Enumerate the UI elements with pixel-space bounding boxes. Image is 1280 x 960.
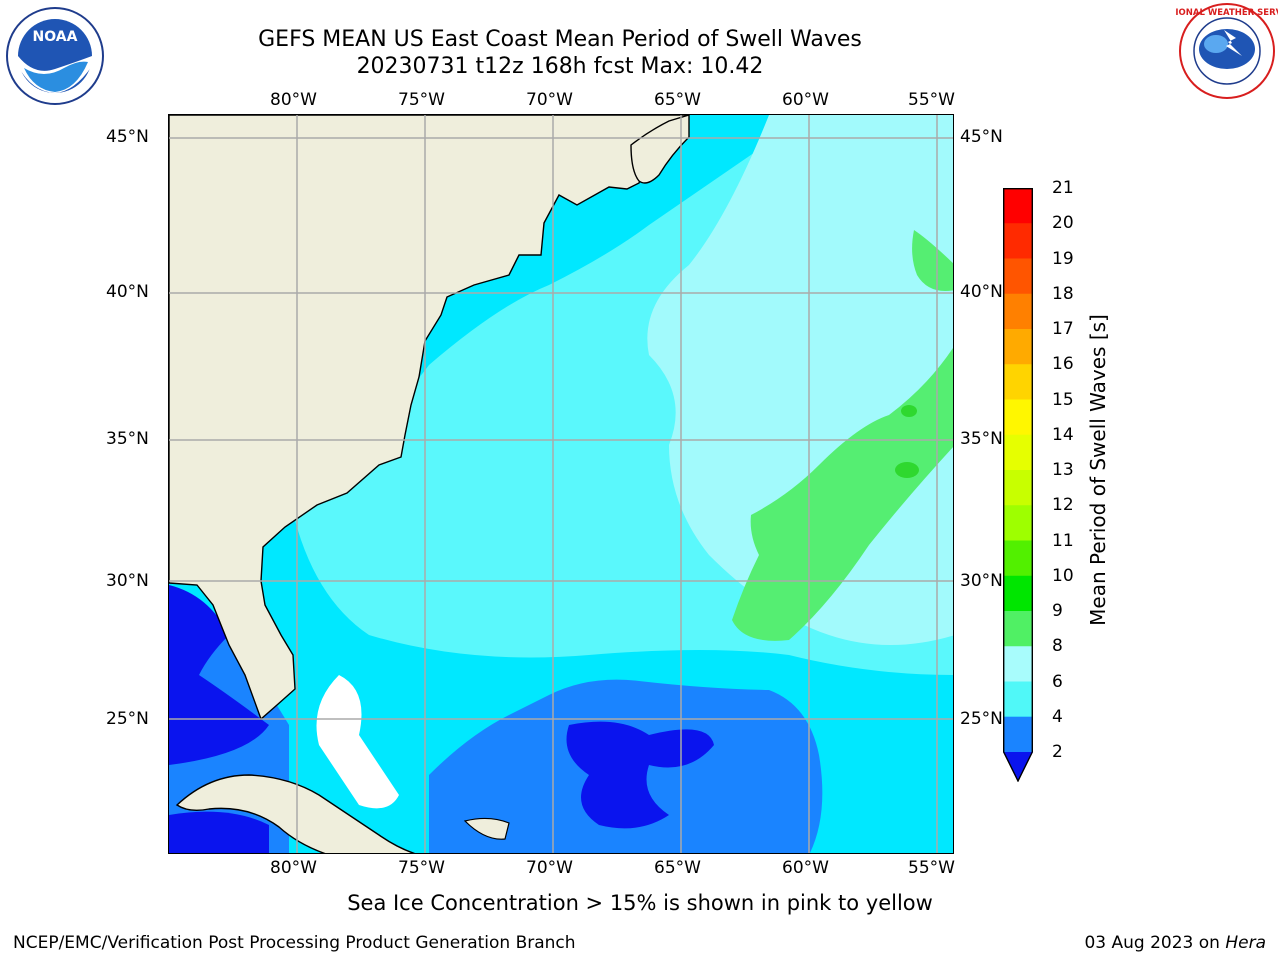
colorbar-band bbox=[1003, 470, 1033, 506]
colorbar-tick-label: 10 bbox=[1052, 565, 1074, 586]
colorbar-band bbox=[1003, 505, 1033, 541]
colorbar-band bbox=[1003, 188, 1033, 224]
sea-ice-note: Sea Ice Concentration > 15% is shown in … bbox=[347, 891, 933, 915]
colorbar-under-triangle bbox=[1003, 752, 1033, 781]
map-panel bbox=[168, 114, 954, 854]
hispaniola-land bbox=[463, 817, 510, 840]
lon-label-top-80w: 80°W bbox=[270, 90, 317, 110]
lon-label-bottom-75w: 75°W bbox=[398, 858, 445, 878]
colorbar-tick-label: 12 bbox=[1052, 495, 1074, 516]
lat-label-left-45n: 45°N bbox=[106, 127, 149, 147]
colorbar-band bbox=[1003, 364, 1033, 400]
colorbar-band bbox=[1003, 575, 1033, 612]
chart-subtitle: 20230731 t12z 168h fcst Max: 10.42 bbox=[356, 54, 764, 79]
nws-logo-text: NATIONAL WEATHER SERVICE bbox=[1176, 8, 1278, 18]
colorbar-tick-label: 4 bbox=[1052, 706, 1063, 727]
nova-scotia-land bbox=[630, 115, 690, 184]
map-svg bbox=[169, 115, 953, 853]
lon-label-bottom-55w: 55°W bbox=[908, 858, 955, 878]
colorbar-tick-label: 18 bbox=[1052, 283, 1074, 304]
cuba-land bbox=[175, 774, 416, 853]
lon-label-top-55w: 55°W bbox=[908, 90, 955, 110]
colorbar-tick-label: 19 bbox=[1052, 248, 1074, 269]
noaa-logo-text: NOAA bbox=[33, 29, 78, 45]
lat-label-right-40n: 40°N bbox=[960, 282, 1003, 302]
lat-label-right-25n: 25°N bbox=[960, 709, 1003, 729]
colorbar bbox=[1003, 188, 1033, 782]
colorbar-band bbox=[1003, 293, 1033, 330]
lat-label-right-35n: 35°N bbox=[960, 429, 1003, 449]
lat-label-left-40n: 40°N bbox=[106, 282, 149, 302]
footer-date: 03 Aug 2023 on Hera bbox=[1084, 932, 1266, 954]
colorbar-band bbox=[1003, 716, 1033, 752]
noaa-logo: NOAA bbox=[6, 7, 104, 105]
colorbar-band bbox=[1003, 223, 1033, 259]
colorbar-tick-label: 9 bbox=[1052, 601, 1063, 621]
ocean-10-11 bbox=[901, 405, 917, 417]
lon-label-top-60w: 60°W bbox=[782, 90, 829, 110]
colorbar-tick-label: 20 bbox=[1052, 213, 1074, 234]
colorbar-tick-label: 13 bbox=[1052, 460, 1074, 480]
colorbar-tick-label: 2 bbox=[1052, 742, 1063, 762]
ocean-under-2 bbox=[566, 721, 714, 829]
chart-title: GEFS MEAN US East Coast Mean Period of S… bbox=[258, 27, 862, 52]
lon-label-bottom-70w: 70°W bbox=[526, 858, 573, 878]
ocean-9-10 bbox=[732, 347, 953, 641]
colorbar-tick-label: 15 bbox=[1052, 389, 1074, 410]
colorbar-band bbox=[1003, 681, 1033, 718]
lat-label-right-30n: 30°N bbox=[960, 571, 1003, 591]
map-gridlines bbox=[169, 115, 953, 853]
lon-label-top-75w: 75°W bbox=[398, 90, 445, 110]
colorbar-band bbox=[1003, 611, 1033, 647]
lat-label-left-35n: 35°N bbox=[106, 429, 149, 449]
lon-label-bottom-65w: 65°W bbox=[654, 858, 701, 878]
colorbar-tick-label: 11 bbox=[1052, 530, 1074, 551]
lon-label-bottom-60w: 60°W bbox=[782, 858, 829, 878]
lat-label-left-30n: 30°N bbox=[106, 571, 149, 591]
colorbar-tick-label: 16 bbox=[1052, 354, 1074, 375]
lat-label-right-45n: 45°N bbox=[960, 127, 1003, 147]
lon-label-top-65w: 65°W bbox=[654, 90, 701, 110]
colorbar-title: Mean Period of Swell Waves [s] bbox=[1086, 314, 1110, 626]
colorbar-tick-label: 21 bbox=[1052, 178, 1074, 198]
colorbar-band bbox=[1003, 329, 1033, 365]
lon-label-bottom-80w: 80°W bbox=[270, 858, 317, 878]
lat-label-left-25n: 25°N bbox=[106, 709, 149, 729]
nws-logo: NATIONAL WEATHER SERVICE bbox=[1176, 3, 1278, 99]
no-data-area bbox=[316, 675, 399, 809]
colorbar-tick-label: 17 bbox=[1052, 319, 1074, 339]
colorbar-band bbox=[1003, 258, 1033, 295]
footer-date-text: 03 Aug 2023 on bbox=[1084, 933, 1226, 953]
colorbar-tick-label: 14 bbox=[1052, 424, 1074, 445]
colorbar-band bbox=[1003, 540, 1033, 577]
footer-credit: NCEP/EMC/Verification Post Processing Pr… bbox=[13, 933, 576, 953]
colorbar-band bbox=[1003, 434, 1033, 471]
lon-label-top-70w: 70°W bbox=[526, 90, 573, 110]
us-land bbox=[169, 115, 690, 721]
colorbar-band bbox=[1003, 399, 1033, 436]
colorbar-tick-label: 6 bbox=[1052, 671, 1063, 692]
colorbar-tick-label: 8 bbox=[1052, 636, 1063, 657]
colorbar-band bbox=[1003, 646, 1033, 682]
footer-host: Hera bbox=[1225, 933, 1266, 953]
